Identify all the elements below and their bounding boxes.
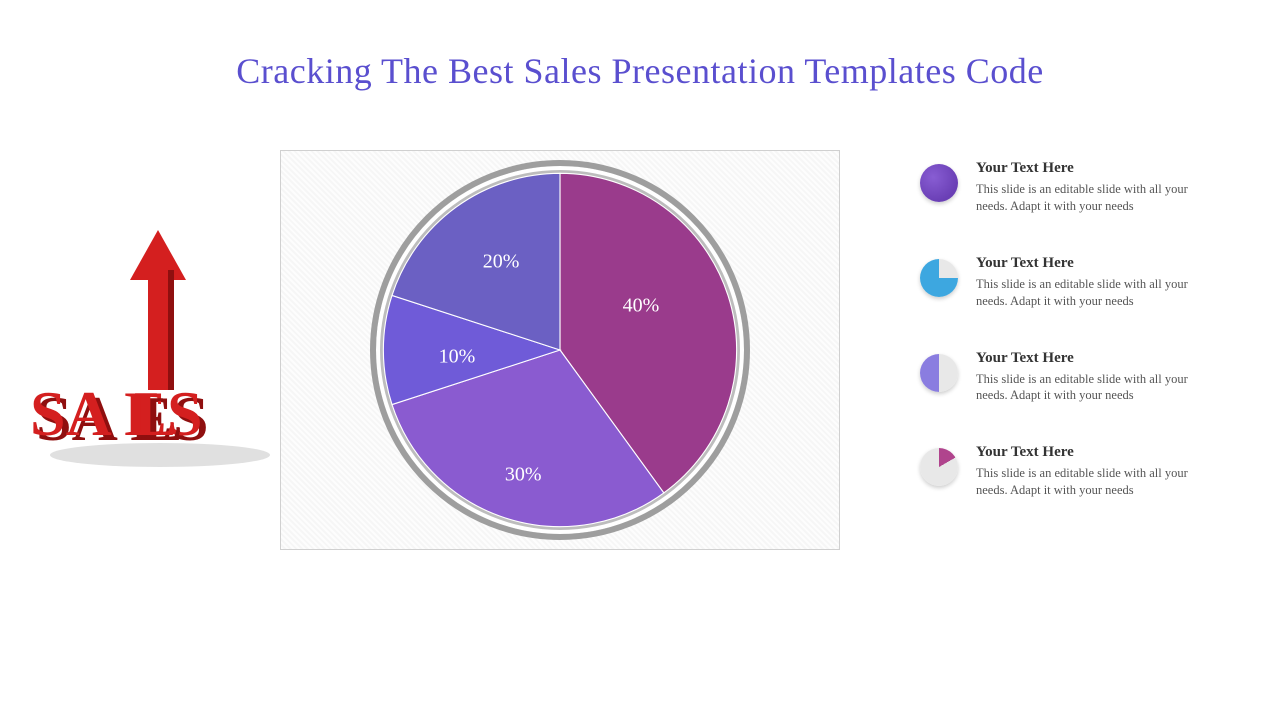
arrow-up-icon xyxy=(130,230,186,390)
legend-text-2: Your Text Here This slide is an editable… xyxy=(976,255,1220,310)
svg-text:L: L xyxy=(134,378,177,449)
pie-slices xyxy=(383,173,736,526)
legend-desc-3: This slide is an editable slide with all… xyxy=(976,371,1220,405)
pie-slice-label: 10% xyxy=(439,346,476,369)
legend-icon-1 xyxy=(920,164,958,202)
slide: Cracking The Best Sales Presentation Tem… xyxy=(0,0,1280,720)
legend-item-4: Your Text Here This slide is an editable… xyxy=(920,444,1220,499)
legend-item-2: Your Text Here This slide is an editable… xyxy=(920,255,1220,310)
chart-container: 40% 30% 10% 20% xyxy=(280,150,840,550)
legend-text-1: Your Text Here This slide is an editable… xyxy=(976,160,1220,215)
shadow xyxy=(50,443,270,467)
sales-text: SA ES SA ES L L xyxy=(30,378,209,454)
legend-text-3: Your Text Here This slide is an editable… xyxy=(976,350,1220,405)
slide-title: Cracking The Best Sales Presentation Tem… xyxy=(0,50,1280,92)
legend-title-4: Your Text Here xyxy=(976,444,1220,461)
pie-svg xyxy=(376,166,744,534)
sales-svg: SA ES SA ES L L xyxy=(30,230,290,490)
legend-desc-1: This slide is an editable slide with all… xyxy=(976,181,1220,215)
legend-title-1: Your Text Here xyxy=(976,160,1220,177)
legend-icon-4 xyxy=(920,448,958,486)
legend-icon-2 xyxy=(920,259,958,297)
legend-item-1: Your Text Here This slide is an editable… xyxy=(920,160,1220,215)
legend-item-3: Your Text Here This slide is an editable… xyxy=(920,350,1220,405)
legend-icon-3 xyxy=(920,354,958,392)
sales-graphic: SA ES SA ES L L xyxy=(30,230,290,490)
pie-chart: 40% 30% 10% 20% xyxy=(370,160,750,540)
legend-title-3: Your Text Here xyxy=(976,350,1220,367)
legend-desc-2: This slide is an editable slide with all… xyxy=(976,276,1220,310)
legend: Your Text Here This slide is an editable… xyxy=(920,160,1220,499)
legend-title-2: Your Text Here xyxy=(976,255,1220,272)
legend-text-4: Your Text Here This slide is an editable… xyxy=(976,444,1220,499)
pie-slice-label: 40% xyxy=(623,294,660,317)
pie-slice-label: 30% xyxy=(505,464,542,487)
pie-slice-label: 20% xyxy=(483,250,520,273)
legend-desc-4: This slide is an editable slide with all… xyxy=(976,465,1220,499)
